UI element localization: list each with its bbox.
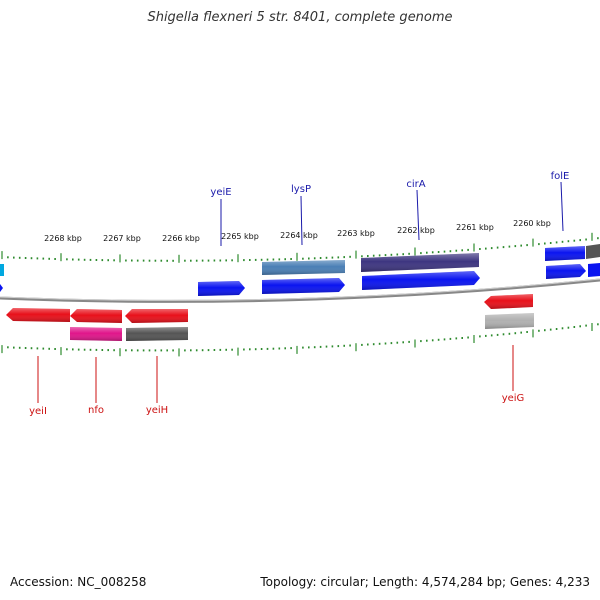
genome-backbone <box>0 278 600 303</box>
gene-left-edge[interactable] <box>0 284 3 292</box>
gene-label-nfo[interactable]: nfo <box>88 405 104 416</box>
feature-right-gray[interactable] <box>586 244 600 259</box>
gene-lysP[interactable] <box>262 278 345 294</box>
feature-cirA-region[interactable] <box>361 253 479 272</box>
gene-label-lysP[interactable]: lysP <box>291 184 311 195</box>
gene-leader-folE <box>560 181 564 232</box>
genome-summary-text: Topology: circular; Length: 4,574,284 bp… <box>260 575 590 589</box>
gene-leader-cirA <box>416 189 420 241</box>
genome-backbone-highlight <box>0 278 600 301</box>
gene-folE[interactable] <box>546 264 586 279</box>
gene-yeiE[interactable] <box>198 281 245 296</box>
scale-label: 2268 kbp <box>44 234 82 243</box>
gene-label-folE[interactable]: folE <box>551 171 570 182</box>
scale-label: 2265 kbp <box>221 232 259 241</box>
feature-folE-region[interactable] <box>545 246 585 261</box>
scale-ticks-top <box>1 232 599 263</box>
gene-label-yeiI[interactable]: yeiI <box>29 406 47 417</box>
gene-leader-lysP <box>300 195 303 246</box>
feature-left-cyan[interactable] <box>0 264 4 276</box>
gene-yeiG[interactable] <box>484 294 533 309</box>
scale-label: 2262 kbp <box>397 226 435 235</box>
accession-text: Accession: NC_008258 <box>10 575 147 589</box>
scale-label: 2260 kbp <box>513 219 551 228</box>
feature-lysP-region[interactable] <box>262 260 345 275</box>
gene-label-yeiG[interactable]: yeiG <box>502 393 525 404</box>
gene-label-yeiE[interactable]: yeiE <box>210 187 231 198</box>
scale-label: 2261 kbp <box>456 223 494 232</box>
feature-nfo-region[interactable] <box>70 327 122 341</box>
scale-ticks-bottom <box>1 323 599 357</box>
feature-yeiH-region[interactable] <box>126 327 188 341</box>
gene-right-edge[interactable] <box>588 263 600 277</box>
gene-yeiI[interactable] <box>6 308 70 322</box>
gene-cirA[interactable] <box>362 271 480 290</box>
feature-yeiG-region[interactable] <box>485 313 534 329</box>
gene-yeiH[interactable] <box>125 309 188 323</box>
map-title: Shigella flexneri 5 str. 8401, complete … <box>147 10 453 25</box>
scale-label: 2266 kbp <box>162 234 200 243</box>
scale-label: 2263 kbp <box>337 229 375 238</box>
gene-label-cirA[interactable]: cirA <box>406 179 425 190</box>
gene-nfo[interactable] <box>70 309 122 323</box>
scale-label: 2264 kbp <box>280 231 318 240</box>
scale-label: 2267 kbp <box>103 234 141 243</box>
gene-label-yeiH[interactable]: yeiH <box>146 405 168 416</box>
